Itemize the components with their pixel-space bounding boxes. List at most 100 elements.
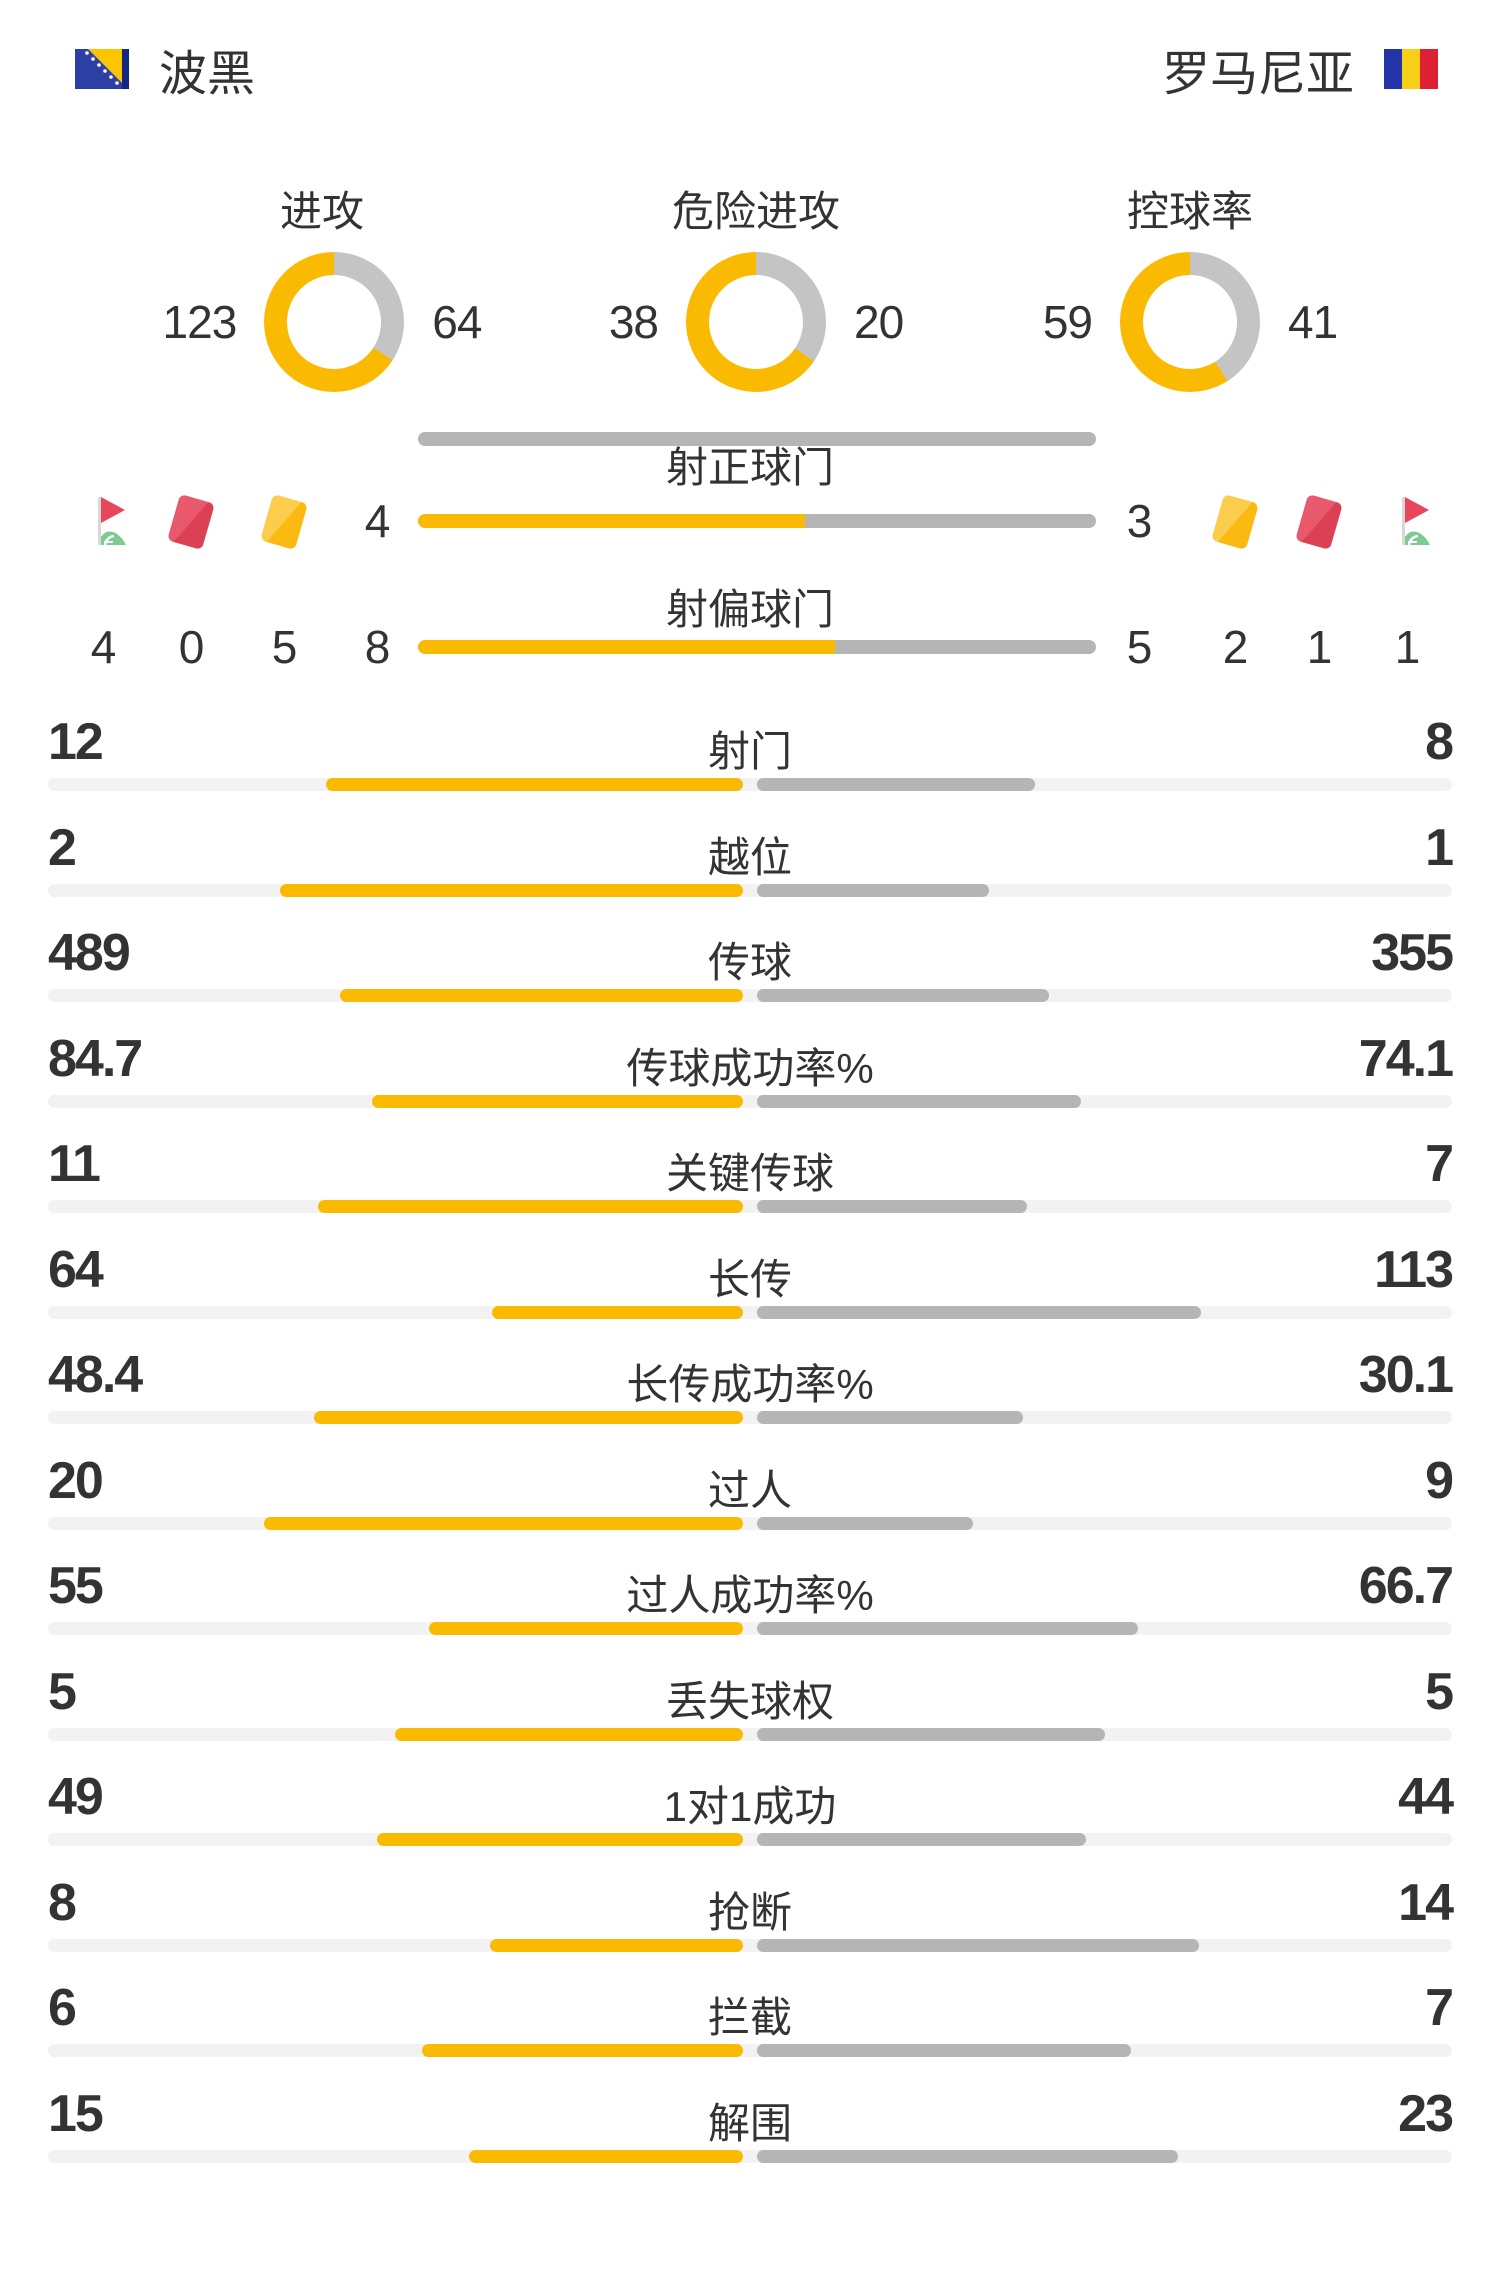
stat-bar-track <box>48 1727 1452 1741</box>
stat-bar-track <box>48 1411 1452 1424</box>
stat-bar-home <box>395 1727 743 1741</box>
stat-row-2: 489 传球 355 <box>0 917 1500 1023</box>
stat-row-12: 6 拦截 7 <box>0 1972 1500 2078</box>
stat-title: 1对1成功 <box>663 1783 837 1830</box>
stat-bar-away <box>757 2149 1178 2163</box>
stat-row-0: 12 射门 8 <box>0 706 1500 812</box>
stat-row-text: 11 关键传球 7 <box>0 1128 1500 1197</box>
stat-bar-home <box>422 2044 743 2057</box>
stat-bar-home <box>326 778 743 791</box>
stat-away-value: 30.1 <box>1358 1346 1454 1404</box>
stat-row-text: 49 1对1成功 44 <box>0 1761 1500 1830</box>
stat-away-value: 9 <box>1425 1451 1454 1510</box>
stat-bar-home <box>264 1516 743 1530</box>
stat-bar-home <box>318 1200 743 1213</box>
away-corner-flag-icon <box>1379 492 1435 552</box>
stat-home-value: 489 <box>48 924 131 982</box>
stat-bar-home <box>492 1305 743 1319</box>
stat-title: 越位 <box>707 833 792 881</box>
shots-off-target-away-value: 5 <box>1126 621 1153 673</box>
stat-home-value: 11 <box>48 1135 101 1193</box>
stat-bar-home <box>469 2149 743 2163</box>
stat-row-text: 8 抢断 14 <box>0 1867 1500 1936</box>
donut-titles: 进攻 危险进攻 控球率 <box>105 184 1407 240</box>
attacks-donut-group: 123 64 <box>163 252 482 392</box>
stat-away-value: 8 <box>1425 713 1454 771</box>
home-corners-count: 4 <box>90 621 117 673</box>
stat-bar-track <box>48 1200 1452 1213</box>
stat-away-value: 7 <box>1425 1135 1454 1193</box>
stat-row-3: 84.7 传球成功率% 74.1 <box>0 1023 1500 1129</box>
home-team: 波黑 <box>75 34 255 104</box>
stat-bar-track <box>48 1938 1452 1952</box>
home-yellow-card-icon <box>256 492 312 552</box>
home-red-card-icon <box>163 492 219 552</box>
match-header: 波黑 罗马尼亚 <box>75 40 1438 101</box>
stat-bar-track <box>48 2149 1452 2163</box>
stat-bar-track <box>48 1305 1452 1319</box>
stat-title: 传球成功率% <box>626 1044 874 1092</box>
possession-away-value: 41 <box>1288 296 1338 348</box>
shots-off-target-title: 射偏球门 <box>665 586 834 633</box>
stat-away-value: 14 <box>1398 1873 1454 1932</box>
stat-row-13: 15 解围 23 <box>0 2078 1500 2184</box>
stat-row-text: 84.7 传球成功率% 74.1 <box>0 1023 1500 1092</box>
shots-off-target-home-value: 8 <box>364 621 391 673</box>
shots-off-target-bar <box>418 640 1096 654</box>
stat-title: 抢断 <box>707 1888 792 1936</box>
stat-bar-home <box>429 1622 743 1635</box>
away-team-name: 罗马尼亚 <box>1161 48 1354 101</box>
stat-home-value: 84.7 <box>48 1029 143 1088</box>
stat-row-text: 64 长传 113 <box>0 1234 1500 1303</box>
stat-home-value: 49 <box>48 1768 104 1826</box>
stat-bar-away <box>757 1411 1023 1424</box>
dangerous-attacks-donut-group: 38 20 <box>608 252 904 392</box>
stat-home-value: 2 <box>48 818 77 877</box>
stat-home-value: 12 <box>48 713 104 771</box>
away-yellow-cards-count: 2 <box>1222 621 1249 673</box>
possession-donut-group: 59 41 <box>1043 252 1338 392</box>
stat-bar-track <box>48 989 1452 1002</box>
away-team: 罗马尼亚 <box>1162 34 1438 104</box>
stat-bar-away <box>757 1516 973 1530</box>
stat-bar-home <box>314 1411 743 1424</box>
stat-row-text: 15 解围 23 <box>0 2078 1500 2147</box>
possession-donut-chart <box>1120 252 1260 392</box>
stat-away-value: 5 <box>1425 1662 1454 1721</box>
stat-away-value: 7 <box>1425 1979 1454 2037</box>
stat-row-text: 489 传球 355 <box>0 917 1500 986</box>
stat-bar-track <box>48 1833 1452 1846</box>
stat-home-value: 64 <box>48 1240 104 1299</box>
stat-row-text: 20 过人 9 <box>0 1445 1500 1514</box>
stat-home-value: 48.4 <box>48 1346 143 1404</box>
stat-title: 过人成功率% <box>626 1572 874 1619</box>
dangerous-attacks-home-value: 38 <box>608 296 659 348</box>
stat-row-6: 48.4 长传成功率% 30.1 <box>0 1339 1500 1445</box>
away-red-card-icon <box>1291 492 1347 552</box>
shots-on-target-bar <box>418 514 1096 528</box>
stat-row-text: 5 丢失球权 5 <box>0 1656 1500 1725</box>
stat-bar-away <box>757 1727 1105 1741</box>
stat-bar-away <box>757 778 1035 791</box>
stat-bar-track <box>48 1516 1452 1530</box>
stat-bar-away <box>757 1833 1086 1846</box>
shots-on-target-home-value: 4 <box>364 495 391 547</box>
stat-title: 关键传球 <box>665 1150 834 1197</box>
stat-rows: 12 射门 8 2 越位 1 489 传球 355 84.7 传球成功率% 74.1 11 关键传球 7 64… <box>0 706 1500 2183</box>
stat-away-value: 74.1 <box>1358 1029 1454 1088</box>
stat-away-value: 66.7 <box>1358 1557 1454 1615</box>
stat-title: 过人 <box>707 1466 792 1514</box>
attacks-away-value: 64 <box>432 296 482 348</box>
stat-row-11: 8 抢断 14 <box>0 1867 1500 1973</box>
stat-row-10: 49 1对1成功 44 <box>0 1761 1500 1867</box>
stat-bar-home <box>490 1938 743 1952</box>
shots-on-target-home-fill <box>418 514 806 528</box>
stat-bar-away <box>757 1622 1138 1635</box>
romania-flag-icon <box>1384 49 1438 89</box>
stat-bar-away <box>757 1938 1199 1952</box>
stat-bar-track <box>48 883 1452 897</box>
bosnia-flag-icon <box>75 49 129 89</box>
stat-home-value: 20 <box>48 1451 104 1510</box>
stat-home-value: 8 <box>48 1873 77 1932</box>
stat-row-9: 5 丢失球权 5 <box>0 1656 1500 1762</box>
